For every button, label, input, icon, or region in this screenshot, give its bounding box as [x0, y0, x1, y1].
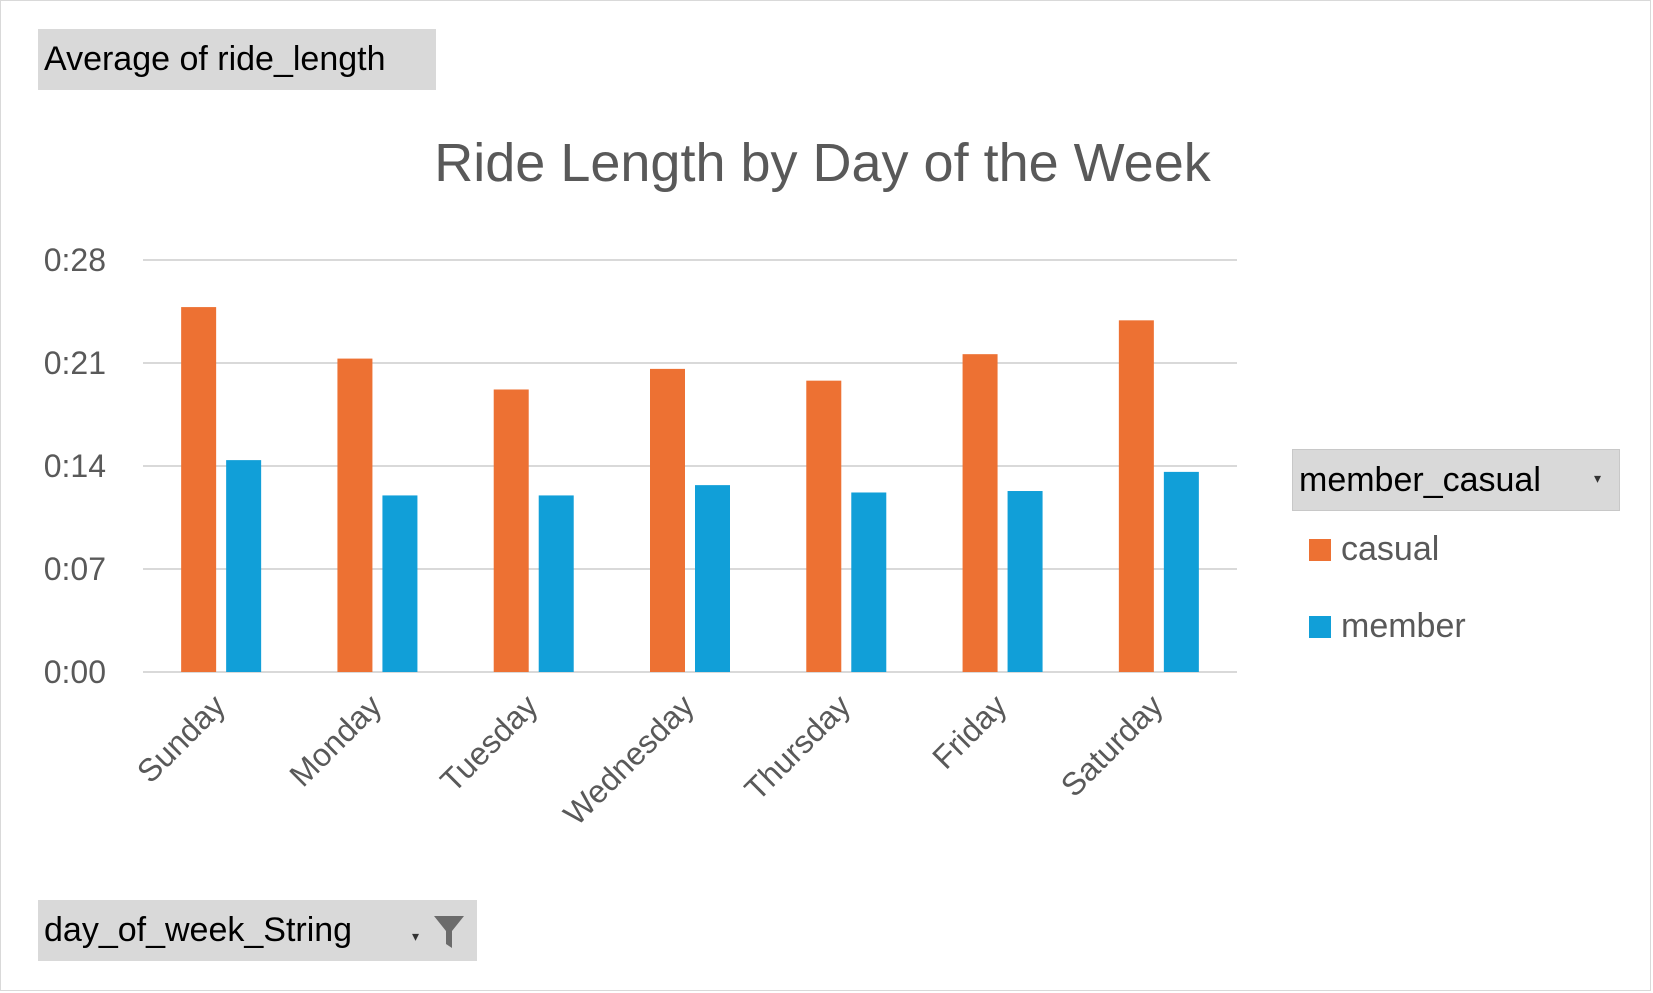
bar-casual-saturday	[1118, 320, 1154, 672]
bar-casual-friday	[962, 354, 998, 672]
axis-field-button[interactable]: day_of_week_String ▾	[38, 900, 477, 961]
y-tick-label: 0:07	[44, 551, 106, 587]
bar-casual-thursday	[806, 380, 842, 672]
chart-title: Ride Length by Day of the Week	[434, 133, 1211, 193]
x-tick-label: Wednesday	[556, 687, 701, 832]
legend-swatch-casual	[1309, 538, 1331, 561]
axis-field-label: day_of_week_String	[44, 911, 353, 949]
x-tick-label: Sunday	[130, 687, 232, 789]
legend-field-button[interactable]: member_casual ▾	[1292, 449, 1620, 511]
chevron-down-icon: ▾	[411, 928, 419, 944]
y-tick-label: 0:00	[44, 654, 106, 690]
filter-icon[interactable]	[433, 914, 465, 950]
gridlines	[143, 259, 1237, 673]
legend-item-casual: casual	[1309, 530, 1439, 569]
bar-member-tuesday	[538, 495, 574, 672]
y-tick-label: 0:28	[44, 242, 106, 278]
y-tick-label: 0:21	[44, 345, 106, 381]
value-field-label: Average of ride_length	[44, 40, 386, 78]
legend-swatch-member	[1309, 615, 1331, 638]
x-tick-label: Thursday	[737, 687, 857, 807]
x-tick-label: Tuesday	[433, 687, 544, 798]
bar-casual-sunday	[181, 307, 217, 672]
legend-item-member: member	[1309, 607, 1466, 646]
x-tick-label: Monday	[282, 687, 388, 793]
bar-casual-wednesday	[650, 368, 685, 672]
x-tick-label: Saturday	[1054, 687, 1170, 803]
legend-label-member: member	[1341, 607, 1466, 645]
bar-member-friday	[1007, 491, 1043, 672]
bar-member-sunday	[226, 460, 262, 672]
chevron-down-icon: ▾	[1593, 470, 1601, 486]
bar-casual-tuesday	[493, 389, 529, 672]
legend-field-label: member_casual	[1299, 460, 1541, 499]
value-field-button[interactable]: Average of ride_length	[38, 29, 436, 90]
y-tick-label: 0:14	[44, 448, 106, 484]
x-tick-label: Friday	[925, 687, 1013, 775]
bar-member-saturday	[1163, 471, 1199, 672]
bar-casual-monday	[337, 358, 373, 672]
bar-member-wednesday	[695, 485, 730, 672]
legend-label-casual: casual	[1341, 530, 1440, 568]
x-axis-ticks: Sunday Monday Tuesday Wednesday Thursday Frid…	[130, 687, 1170, 832]
bar-member-thursday	[851, 492, 887, 672]
y-axis-ticks: 0:00 0:07 0:14 0:21 0:28	[44, 242, 106, 690]
bar-member-monday	[382, 495, 418, 672]
bars	[181, 307, 1199, 672]
